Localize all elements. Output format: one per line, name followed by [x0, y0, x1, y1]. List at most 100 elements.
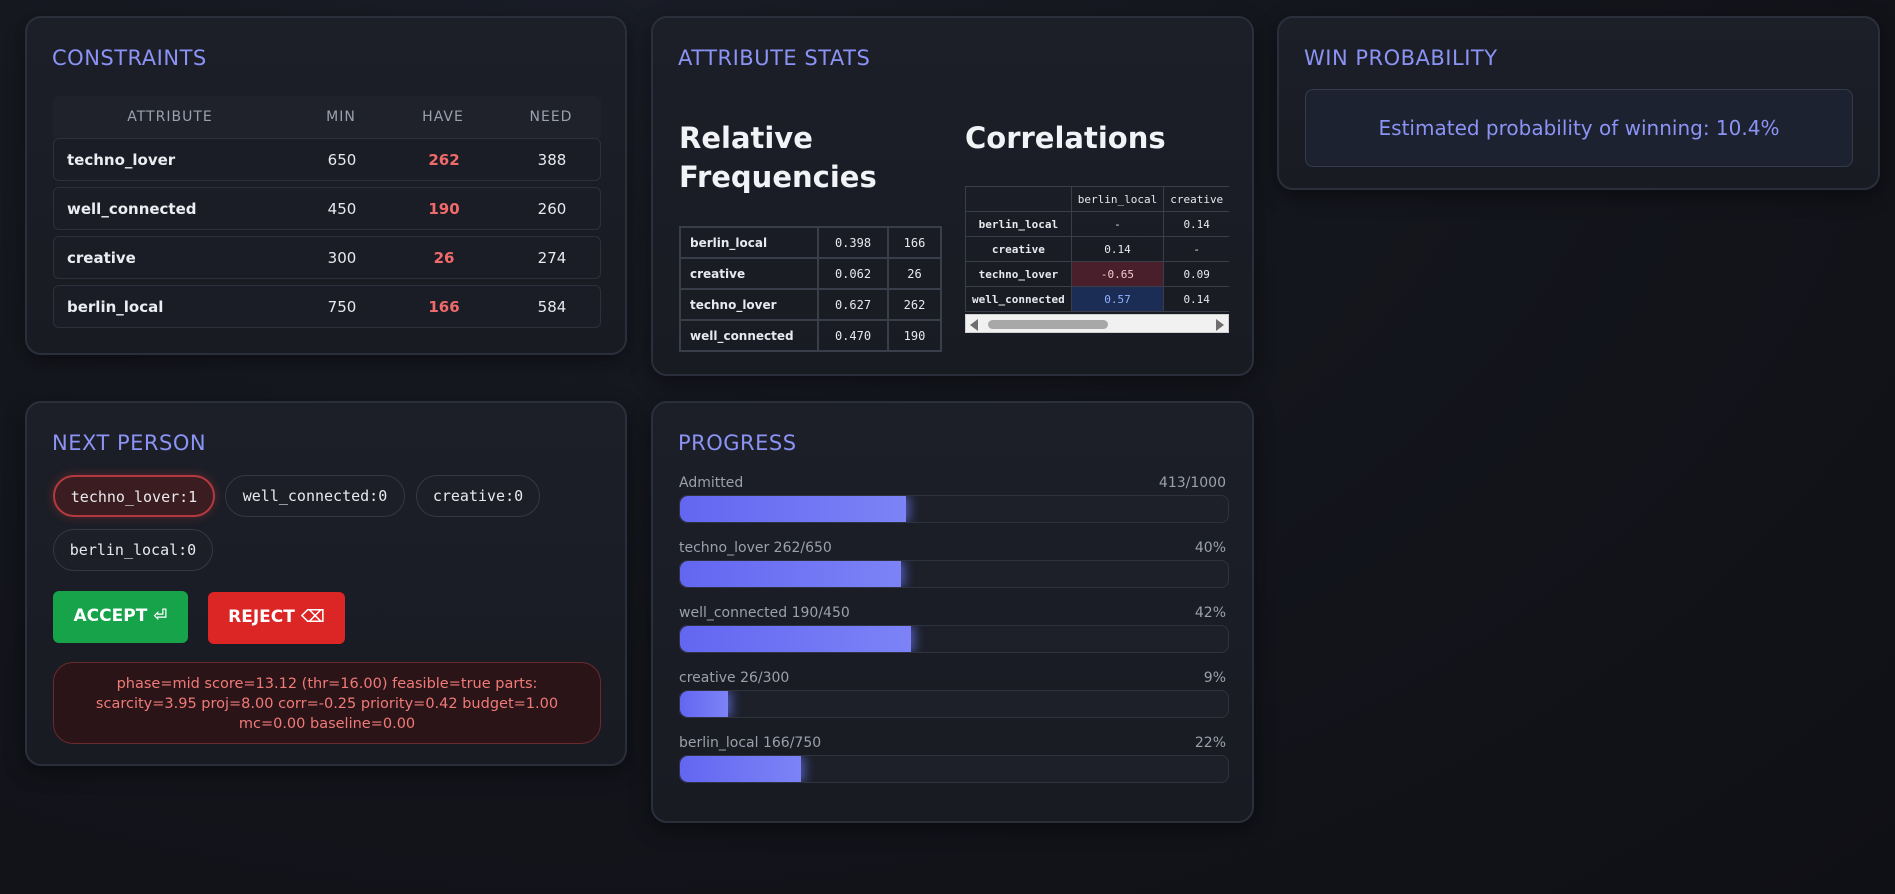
frequencies-heading-line1: Relative: [679, 121, 813, 155]
progress-fill: [680, 756, 802, 782]
table-row: techno_lover 0.627 262: [679, 288, 942, 321]
horizontal-scrollbar[interactable]: [965, 314, 1229, 333]
freq-value: 0.627: [817, 288, 889, 321]
corr-col-header: berlin_local: [1070, 186, 1165, 212]
constraint-need: 260: [537, 200, 567, 218]
correlations-heading: Correlations: [965, 121, 1166, 155]
freq-name: techno_lover: [679, 288, 819, 321]
constraint-name: creative: [67, 249, 136, 267]
corr-row-header: berlin_local: [965, 211, 1072, 237]
freq-name: berlin_local: [679, 226, 819, 259]
progress-label: techno_lover 262/650: [679, 540, 832, 556]
constraint-need: 388: [537, 151, 567, 169]
constraint-name: berlin_local: [67, 298, 164, 316]
attribute-chip: well_connected:0: [225, 475, 405, 517]
progress-label: well_connected 190/450: [679, 605, 850, 621]
correlations-table: berlin_local creative berlin_local - 0.1…: [965, 186, 1229, 312]
table-row: well_connected 0.470 190: [679, 319, 942, 352]
constraint-row: berlin_local 750 166 584: [53, 285, 601, 328]
freq-count: 26: [887, 257, 942, 290]
constraint-min: 750: [327, 298, 357, 316]
scroll-right-icon[interactable]: [1216, 319, 1224, 331]
progress-value: 22%: [1194, 735, 1226, 751]
constraint-row: techno_lover 650 262 388: [53, 138, 601, 181]
frequencies-heading: Relative Frequencies: [679, 119, 877, 197]
correlations-scroll-container[interactable]: berlin_local creative berlin_local - 0.1…: [965, 186, 1229, 334]
progress-track: [679, 495, 1229, 523]
freq-value: 0.062: [817, 257, 889, 290]
frequencies-table: berlin_local 0.398 166 creative 0.062 26…: [679, 226, 942, 352]
freq-value: 0.470: [817, 319, 889, 352]
progress-value: 9%: [1203, 670, 1226, 686]
freq-value: 0.398: [817, 226, 889, 259]
table-row: creative 0.14 -: [965, 236, 1229, 262]
progress-fill: [680, 496, 907, 522]
progress-track: [679, 690, 1229, 718]
constraint-min: 450: [327, 200, 357, 218]
freq-count: 166: [887, 226, 942, 259]
header-attribute: ATTRIBUTE: [127, 109, 213, 125]
corr-cell: 0.14: [1163, 286, 1229, 312]
table-row: berlin_local 0.398 166: [679, 226, 942, 259]
corr-col-header: creative: [1163, 186, 1229, 212]
table-row: well_connected 0.57 0.14: [965, 286, 1229, 312]
win-probability-text: Estimated probability of winning: 10.4%: [1305, 89, 1853, 167]
constraint-row: well_connected 450 190 260: [53, 187, 601, 230]
accept-button[interactable]: ACCEPT ⏎: [53, 591, 188, 643]
progress-fill: [680, 626, 912, 652]
scrollbar-thumb[interactable]: [988, 320, 1108, 329]
constraint-have: 166: [428, 298, 460, 316]
progress-title: PROGRESS: [678, 431, 797, 455]
table-row: techno_lover -0.65 0.09: [965, 261, 1229, 287]
progress-panel: PROGRESS Admitted 413/1000 techno_lover 26…: [651, 401, 1254, 823]
corr-row-header: well_connected: [965, 286, 1072, 312]
corr-corner: [965, 186, 1072, 212]
header-min: MIN: [326, 109, 356, 125]
constraint-min: 650: [327, 151, 357, 169]
attribute-stats-panel: ATTRIBUTE STATS Relative Frequencies Cor…: [651, 16, 1254, 376]
attribute-chip: creative:0: [416, 475, 540, 517]
corr-cell: -: [1070, 211, 1165, 237]
decision-debug-text: phase=mid score=13.12 (thr=16.00) feasib…: [53, 662, 601, 744]
constraints-panel: CONSTRAINTS ATTRIBUTE MIN HAVE NEED tech…: [25, 16, 627, 355]
win-probability-panel: WIN PROBABILITY Estimated probability of…: [1277, 16, 1880, 190]
progress-value: 413/1000: [1158, 475, 1226, 491]
progress-track: [679, 625, 1229, 653]
progress-label: Admitted: [679, 475, 744, 491]
win-probability-title: WIN PROBABILITY: [1304, 46, 1498, 70]
reject-button[interactable]: REJECT ⌫: [208, 592, 345, 644]
corr-cell: 0.57: [1070, 286, 1165, 312]
constraint-have: 26: [433, 249, 455, 267]
corr-row-header: creative: [965, 236, 1072, 262]
next-person-panel: NEXT PERSON techno_lover:1 well_connecte…: [25, 401, 627, 766]
corr-cell: -: [1163, 236, 1229, 262]
next-person-title: NEXT PERSON: [52, 431, 207, 455]
constraint-have: 262: [428, 151, 460, 169]
progress-fill: [680, 691, 728, 717]
constraint-need: 584: [537, 298, 567, 316]
table-row: creative 0.062 26: [679, 257, 942, 290]
table-row: berlin_local - 0.14: [965, 211, 1229, 237]
freq-count: 262: [887, 288, 942, 321]
freq-name: creative: [679, 257, 819, 290]
freq-name: well_connected: [679, 319, 819, 352]
progress-value: 40%: [1194, 540, 1226, 556]
table-row: berlin_local creative: [965, 186, 1229, 212]
constraints-header: ATTRIBUTE MIN HAVE NEED: [53, 96, 601, 140]
progress-track: [679, 560, 1229, 588]
corr-row-header: techno_lover: [965, 261, 1072, 287]
progress-fill: [680, 561, 901, 587]
corr-cell: 0.14: [1163, 211, 1229, 237]
frequencies-heading-line2: Frequencies: [679, 160, 877, 194]
constraint-min: 300: [327, 249, 357, 267]
attribute-chip: berlin_local:0: [53, 529, 213, 571]
progress-label: creative 26/300: [679, 670, 790, 686]
progress-label: berlin_local 166/750: [679, 735, 822, 751]
constraint-row: creative 300 26 274: [53, 236, 601, 279]
progress-track: [679, 755, 1229, 783]
constraints-title: CONSTRAINTS: [52, 46, 207, 70]
freq-count: 190: [887, 319, 942, 352]
scroll-left-icon[interactable]: [970, 319, 978, 331]
corr-cell: 0.09: [1163, 261, 1229, 287]
header-have: HAVE: [422, 109, 464, 125]
